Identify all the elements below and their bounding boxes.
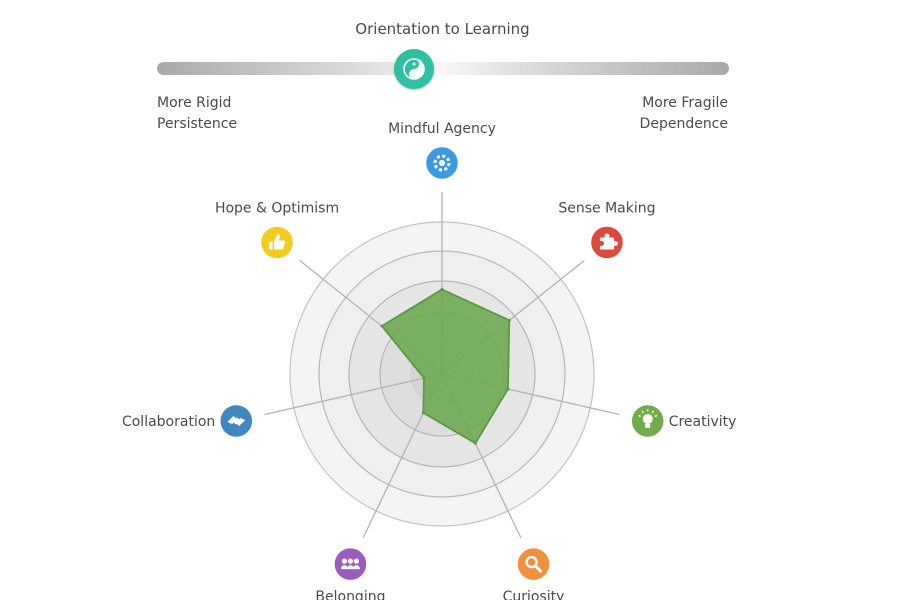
lightbulb-icon <box>629 402 666 440</box>
group-icon <box>332 545 369 583</box>
radar-point <box>422 376 426 380</box>
radar-point <box>380 324 384 328</box>
radar-point <box>440 287 444 291</box>
axis-label: Belonging <box>315 589 385 600</box>
axis-label: Creativity <box>669 414 737 430</box>
radar-area <box>380 288 511 445</box>
right-end-label: More Fragile Dependence <box>640 93 728 135</box>
left-end-label-line-2: Persistence <box>157 116 238 132</box>
radar-point <box>506 387 510 391</box>
axis-label: Collaboration <box>122 414 215 430</box>
axis-label: Mindful Agency <box>388 121 496 137</box>
left-end-label-line-1: More Rigid <box>157 95 232 111</box>
axis-label: Curiosity <box>503 589 565 600</box>
left-end-label: More Rigid Persistence <box>157 93 237 135</box>
orientation-slider-knob[interactable] <box>394 49 435 89</box>
gear-head-icon <box>423 144 461 182</box>
radar-point <box>507 318 511 322</box>
radar-area-group <box>380 287 511 445</box>
axis-labels: Mindful Agency Sense Making Creativity Curi… <box>122 121 736 600</box>
axis-label: Sense Making <box>558 200 655 216</box>
puzzle-icon <box>588 224 626 261</box>
right-end-label-line-1: More Fragile <box>642 95 728 111</box>
magnifier-icon <box>515 545 552 583</box>
radar-point <box>421 411 425 415</box>
axis-label: Hope & Optimism <box>215 200 339 216</box>
radar-spoke <box>264 373 443 416</box>
axis-icons <box>218 144 666 583</box>
radar-point <box>473 441 477 445</box>
thumbs-up-icon <box>258 224 296 261</box>
right-end-label-line-2: Dependence <box>639 116 728 132</box>
handshake-icon <box>218 402 255 440</box>
orientation-slider-track[interactable] <box>157 62 729 75</box>
slider-title: Orientation to Learning <box>355 20 530 38</box>
yin-yang-icon <box>403 58 426 80</box>
